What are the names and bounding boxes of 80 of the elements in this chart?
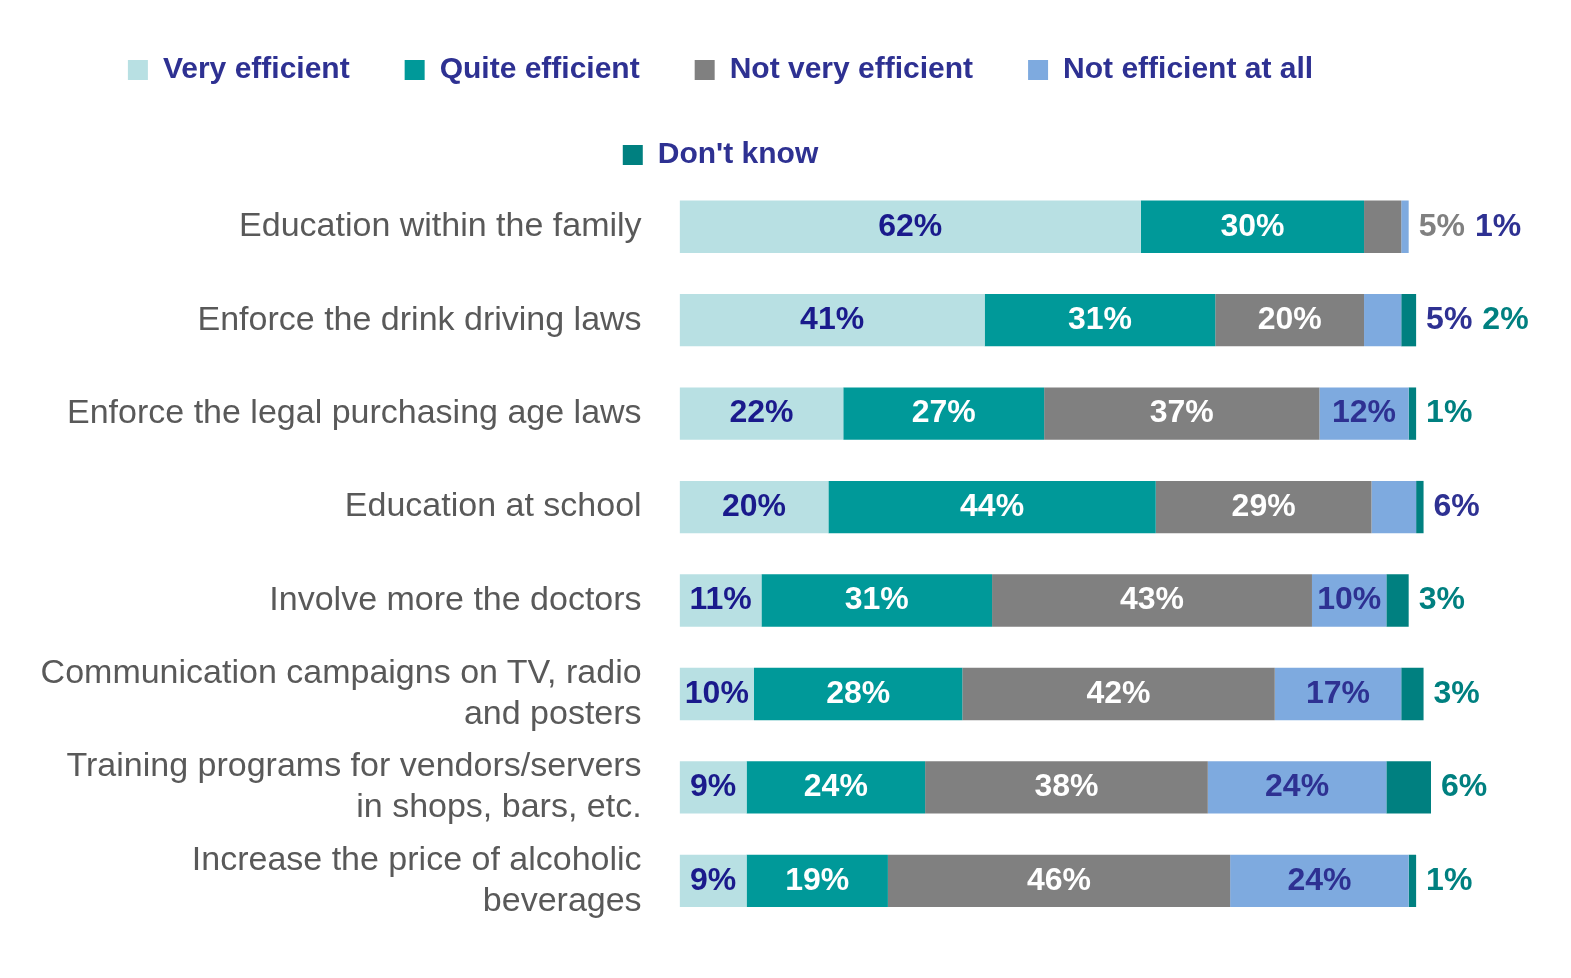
data-label: 27% bbox=[911, 393, 976, 430]
y-tick-label: Communication campaigns on TV, radio and posters bbox=[40, 651, 642, 731]
bar bbox=[1416, 480, 1424, 534]
bar bbox=[754, 667, 963, 721]
data-label: 28% bbox=[826, 673, 891, 710]
legend-label: Not efficient at all bbox=[1063, 51, 1314, 85]
data-label: 11% bbox=[689, 580, 752, 617]
data-label: 24% bbox=[803, 767, 868, 804]
bar bbox=[1386, 574, 1409, 627]
data-label: 10% bbox=[1317, 580, 1382, 617]
data-label: 20% bbox=[1257, 300, 1322, 336]
data-label: 9% bbox=[689, 860, 737, 897]
bar bbox=[1408, 854, 1417, 908]
bar bbox=[1364, 294, 1402, 347]
data-label: 31% bbox=[1067, 300, 1132, 336]
legend-label: Not very efficient bbox=[729, 51, 974, 85]
y-tick-label: Enforce the legal purchasing age laws bbox=[67, 392, 642, 430]
bar bbox=[761, 574, 993, 627]
bar bbox=[746, 761, 926, 814]
data-label: 10% bbox=[684, 673, 749, 710]
bar bbox=[1408, 387, 1417, 440]
y-tick-label: Education at school bbox=[344, 485, 642, 524]
data-label: 46% bbox=[1027, 860, 1092, 897]
data-label: 29% bbox=[1231, 486, 1296, 523]
data-label: 6% bbox=[1433, 486, 1480, 523]
data-label: 41% bbox=[800, 300, 865, 336]
bar bbox=[843, 387, 1045, 440]
bar bbox=[1401, 667, 1424, 721]
bar bbox=[1371, 480, 1417, 534]
data-label: 6% bbox=[1441, 767, 1488, 804]
data-label: 1% bbox=[1426, 393, 1473, 430]
data-label: 20% bbox=[721, 486, 787, 523]
legend-label: Very efficient bbox=[162, 51, 350, 85]
bar bbox=[679, 294, 985, 347]
bar bbox=[992, 574, 1312, 627]
data-label: 42% bbox=[1086, 673, 1151, 710]
bar bbox=[1140, 200, 1365, 253]
data-label: 31% bbox=[844, 580, 909, 617]
y-tick-label: Enforce the drink driving laws bbox=[197, 298, 642, 337]
data-label: 24% bbox=[1287, 860, 1352, 897]
bar bbox=[679, 200, 1141, 253]
data-label: 1% bbox=[1474, 206, 1522, 243]
data-label: 24% bbox=[1265, 767, 1330, 804]
bar bbox=[1401, 294, 1417, 347]
data-label: 3% bbox=[1418, 580, 1465, 617]
data-label: 43% bbox=[1119, 580, 1185, 617]
y-tick-label: Education within the family bbox=[239, 205, 642, 244]
bar bbox=[679, 387, 844, 440]
bar bbox=[1364, 200, 1402, 253]
legend-label: Quite efficient bbox=[439, 51, 640, 85]
data-label: 22% bbox=[729, 393, 794, 430]
bar bbox=[828, 480, 1156, 534]
data-label: 1% bbox=[1426, 860, 1473, 897]
bar bbox=[1401, 200, 1409, 253]
y-tick-label: Involve more the doctors bbox=[269, 578, 642, 617]
data-label: 5% bbox=[1418, 206, 1465, 243]
data-label: 17% bbox=[1305, 673, 1371, 710]
y-tick-label: Increase the price of alcoholic beverages bbox=[191, 838, 642, 918]
bar bbox=[1386, 761, 1431, 814]
data-label: 5% bbox=[1426, 300, 1473, 336]
y-tick-label: Training programs for vendors/servers in shops, bars, etc. bbox=[66, 745, 642, 825]
data-label: 12% bbox=[1332, 393, 1397, 430]
bar bbox=[962, 667, 1275, 721]
data-label: 44% bbox=[960, 486, 1025, 523]
bar bbox=[925, 761, 1208, 814]
data-label: 62% bbox=[878, 206, 943, 243]
data-label: 30% bbox=[1220, 206, 1285, 243]
bar bbox=[1230, 854, 1409, 908]
data-label: 3% bbox=[1433, 673, 1480, 710]
bar bbox=[1155, 480, 1372, 534]
bar bbox=[1044, 387, 1320, 440]
data-label: 2% bbox=[1482, 300, 1529, 336]
bar bbox=[984, 294, 1216, 347]
data-label: 37% bbox=[1149, 393, 1214, 430]
data-label: 9% bbox=[689, 767, 737, 804]
bar bbox=[1207, 761, 1387, 814]
data-label: 19% bbox=[785, 860, 850, 897]
bar bbox=[887, 854, 1231, 908]
data-label: 38% bbox=[1034, 767, 1099, 804]
legend-label: Don't know bbox=[657, 136, 819, 170]
